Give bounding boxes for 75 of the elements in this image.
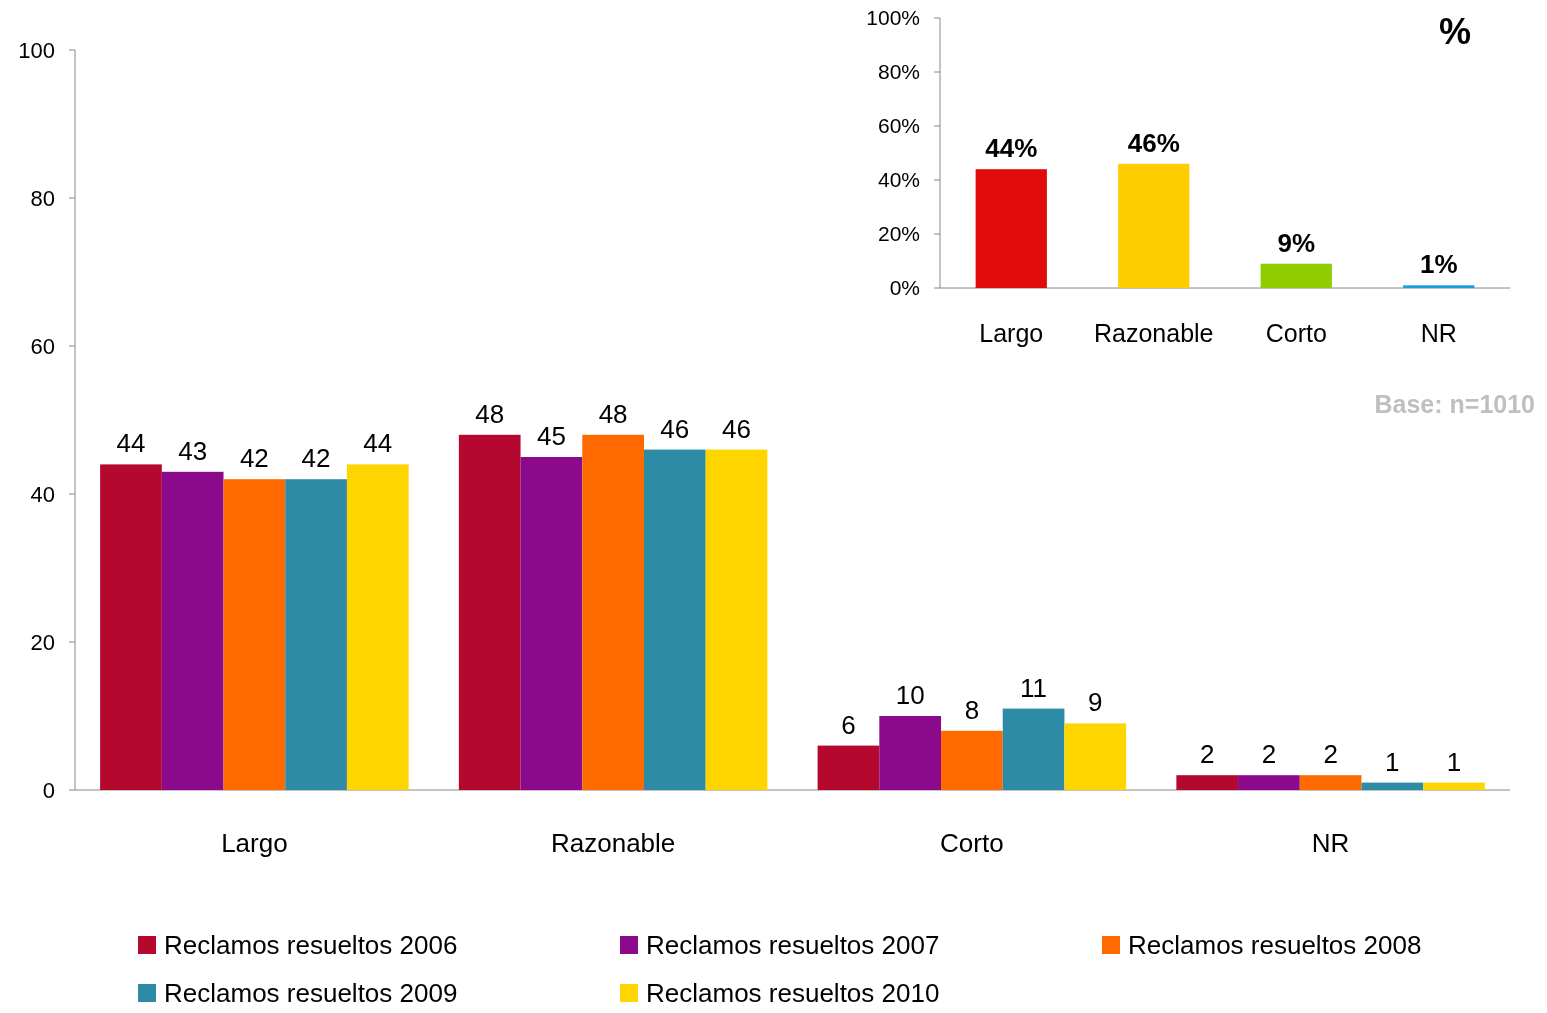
x-tick-label: Razonable [1093,319,1214,347]
data-label: 10 [895,680,925,710]
y-tick-label: 20 [30,629,55,655]
data-label: 1 [1385,746,1400,777]
legend-label: Reclamos resueltos 2007 [646,930,940,961]
data-label: 2 [1323,739,1338,770]
bar [223,479,286,790]
data-label: 45 [536,421,566,451]
bar [879,716,942,790]
y-tick-label: 80% [877,60,920,84]
x-tick-label: NR [1311,828,1350,858]
data-label: 48 [475,398,505,429]
data-label: 8 [964,694,980,725]
x-tick-label: Largo [979,319,1044,347]
y-tick-label: 60 [30,333,55,359]
x-tick-label: NR [1420,319,1457,347]
legend-label: Reclamos resueltos 2010 [646,978,940,1009]
data-label: 44% [985,133,1038,164]
bar [1064,723,1127,790]
data-label: 2 [1261,739,1277,770]
y-tick-label: 0 [42,777,55,803]
bar [1423,782,1485,790]
data-label: 6 [841,709,856,740]
data-label: 46% [1127,127,1180,158]
bar [458,434,521,790]
bar [100,464,162,790]
data-label: 11 [1020,672,1048,703]
y-tick-label: 40 [30,481,55,507]
data-label: 44 [116,428,146,459]
bar [1176,775,1239,790]
data-label: 43 [178,435,208,466]
bar [1118,163,1190,288]
bar [817,745,880,790]
data-label: 9% [1277,227,1316,258]
bar [161,471,224,790]
y-tick-label: 100 [18,37,55,63]
data-label: 48 [598,398,628,429]
data-label: 2 [1199,739,1215,770]
legend-label: Reclamos resueltos 2008 [1128,930,1422,961]
bar [975,169,1047,288]
bar [1238,775,1300,790]
data-label: 42 [301,443,331,474]
bar [941,730,1003,790]
bar [1403,285,1475,288]
legend-label: Reclamos resueltos 2006 [164,930,458,961]
data-label: 9 [1088,687,1103,718]
bar [582,434,644,790]
bar [285,479,347,790]
y-tick-label: 0% [889,276,920,300]
y-tick-label: 20% [877,222,920,246]
y-tick-label: 100% [866,6,920,30]
bar [520,457,583,790]
x-tick-label: Corto [940,828,1004,858]
data-label: 1% [1419,249,1458,280]
x-tick-label: Corto [1265,319,1327,347]
data-label: 46 [660,413,690,444]
bar [1361,782,1424,790]
y-tick-label: 60% [877,114,920,138]
annotation: Base: n=1010 [1374,390,1535,418]
data-label: 44 [363,428,393,459]
bar [705,449,768,790]
bar [1002,708,1065,790]
data-label: 42 [239,443,269,474]
bar [643,449,706,790]
bar [1260,263,1332,288]
data-label: 46 [722,413,751,444]
data-label: 1 [1446,746,1462,777]
y-tick-label: 40% [877,168,920,192]
y-tick-label: 80 [30,185,55,211]
legend-label: Reclamos resueltos 2009 [164,978,458,1009]
bar [1299,775,1362,790]
x-tick-label: Largo [221,828,288,858]
bar [346,464,409,790]
x-tick-label: Razonable [550,828,676,858]
chart-title: % [1438,11,1472,52]
